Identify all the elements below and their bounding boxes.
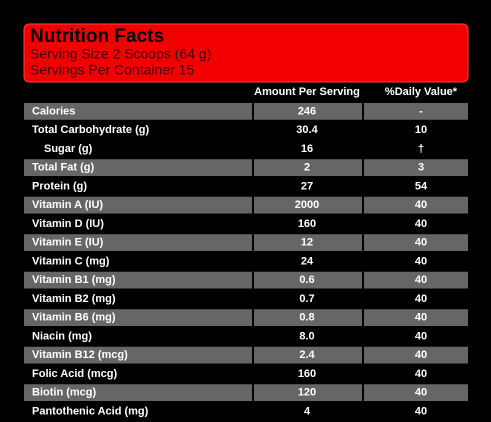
servings-per-container: Servings Per Container 15 (30, 62, 194, 78)
daily-value: 40 (415, 312, 427, 324)
daily-value: 40 (415, 274, 427, 286)
row-shade (364, 103, 468, 120)
daily-value: 10 (415, 124, 427, 136)
amount: 0.7 (299, 293, 314, 305)
daily-value: 40 (415, 255, 427, 267)
row-shade (24, 271, 252, 289)
nutrient-name: Protein (g) (32, 180, 87, 192)
daily-value: 40 (415, 405, 427, 417)
amount: 8.0 (299, 330, 314, 342)
nutrient-name: Vitamin D (IU) (32, 218, 104, 230)
nutrient-name: Vitamin B1 (mg) (32, 274, 116, 286)
row-shade (364, 346, 468, 364)
row-shade (24, 159, 252, 176)
nutrient-name: Vitamin C (mg) (32, 255, 110, 267)
row-shade (24, 196, 252, 214)
daily-value: 54 (415, 180, 428, 192)
nutrient-name: Total Carbohydrate (g) (32, 124, 149, 136)
amount: 12 (301, 237, 313, 249)
nutrient-name: Sugar (g) (44, 143, 93, 155)
row-shade (254, 234, 362, 251)
row-shade (254, 346, 362, 364)
row-shade (364, 384, 468, 401)
nutrient-name: Vitamin E (IU) (32, 237, 104, 249)
amount: 4 (304, 405, 311, 417)
row-shade (364, 234, 468, 251)
daily-value: 3 (418, 162, 424, 174)
daily-value: 40 (415, 293, 427, 305)
row-shade (364, 196, 468, 214)
row-shade (254, 159, 362, 176)
amount: 0.8 (299, 312, 314, 324)
row-shade (364, 271, 468, 289)
nutrient-name: Pantothenic Acid (mg) (32, 405, 149, 417)
amount: 30.4 (296, 124, 318, 136)
nutrient-name: Niacin (mg) (32, 330, 92, 342)
amount: 2 (304, 162, 310, 174)
daily-value: 40 (415, 237, 427, 249)
amount: 24 (301, 255, 314, 267)
amount: 2.4 (299, 349, 315, 361)
daily-value: 40 (415, 218, 427, 230)
row-shade (254, 271, 362, 289)
row-shade (24, 234, 252, 251)
daily-value: 40 (415, 387, 427, 399)
title: Nutrition Facts (30, 26, 164, 47)
amount: 16 (301, 143, 313, 155)
row-shade (24, 309, 252, 326)
amount: 160 (298, 368, 316, 380)
row-shade (364, 309, 468, 326)
daily-value: 40 (415, 199, 427, 211)
amount: 160 (298, 218, 316, 230)
amount: 27 (301, 180, 313, 192)
amount: 246 (298, 105, 316, 117)
nutrient-name: Vitamin B2 (mg) (32, 293, 116, 305)
daily-value: - (419, 105, 423, 117)
daily-value: † (418, 143, 424, 155)
row-shade (24, 103, 252, 120)
nutrient-name: Vitamin B12 (mcg) (32, 349, 128, 361)
nutrient-name: Total Fat (g) (32, 162, 94, 174)
nutrient-name: Vitamin A (IU) (32, 199, 103, 211)
header-box (23, 23, 469, 83)
row-shade (364, 159, 468, 176)
nutrient-name: Biotin (mcg) (32, 387, 96, 399)
nutrient-name: Calories (32, 105, 75, 117)
amount: 0.6 (299, 274, 314, 286)
nutrient-name: Folic Acid (mcg) (32, 368, 117, 380)
column-header: %Daily Value* (385, 86, 458, 98)
row-shade (254, 196, 362, 214)
row-shade (24, 384, 252, 401)
daily-value: 40 (415, 349, 427, 361)
row-shade (254, 384, 362, 401)
daily-value: 40 (415, 368, 427, 380)
row-shade (254, 103, 362, 120)
row-shade (254, 309, 362, 326)
nutrient-name: Vitamin B6 (mg) (32, 312, 116, 324)
amount: 2000 (295, 199, 319, 211)
column-header: Amount Per Serving (254, 86, 360, 98)
daily-value: 40 (415, 330, 427, 342)
serving-size: Serving Size 2 Scoops (64 g) (30, 46, 211, 62)
amount: 120 (298, 387, 316, 399)
row-shade (24, 346, 252, 364)
